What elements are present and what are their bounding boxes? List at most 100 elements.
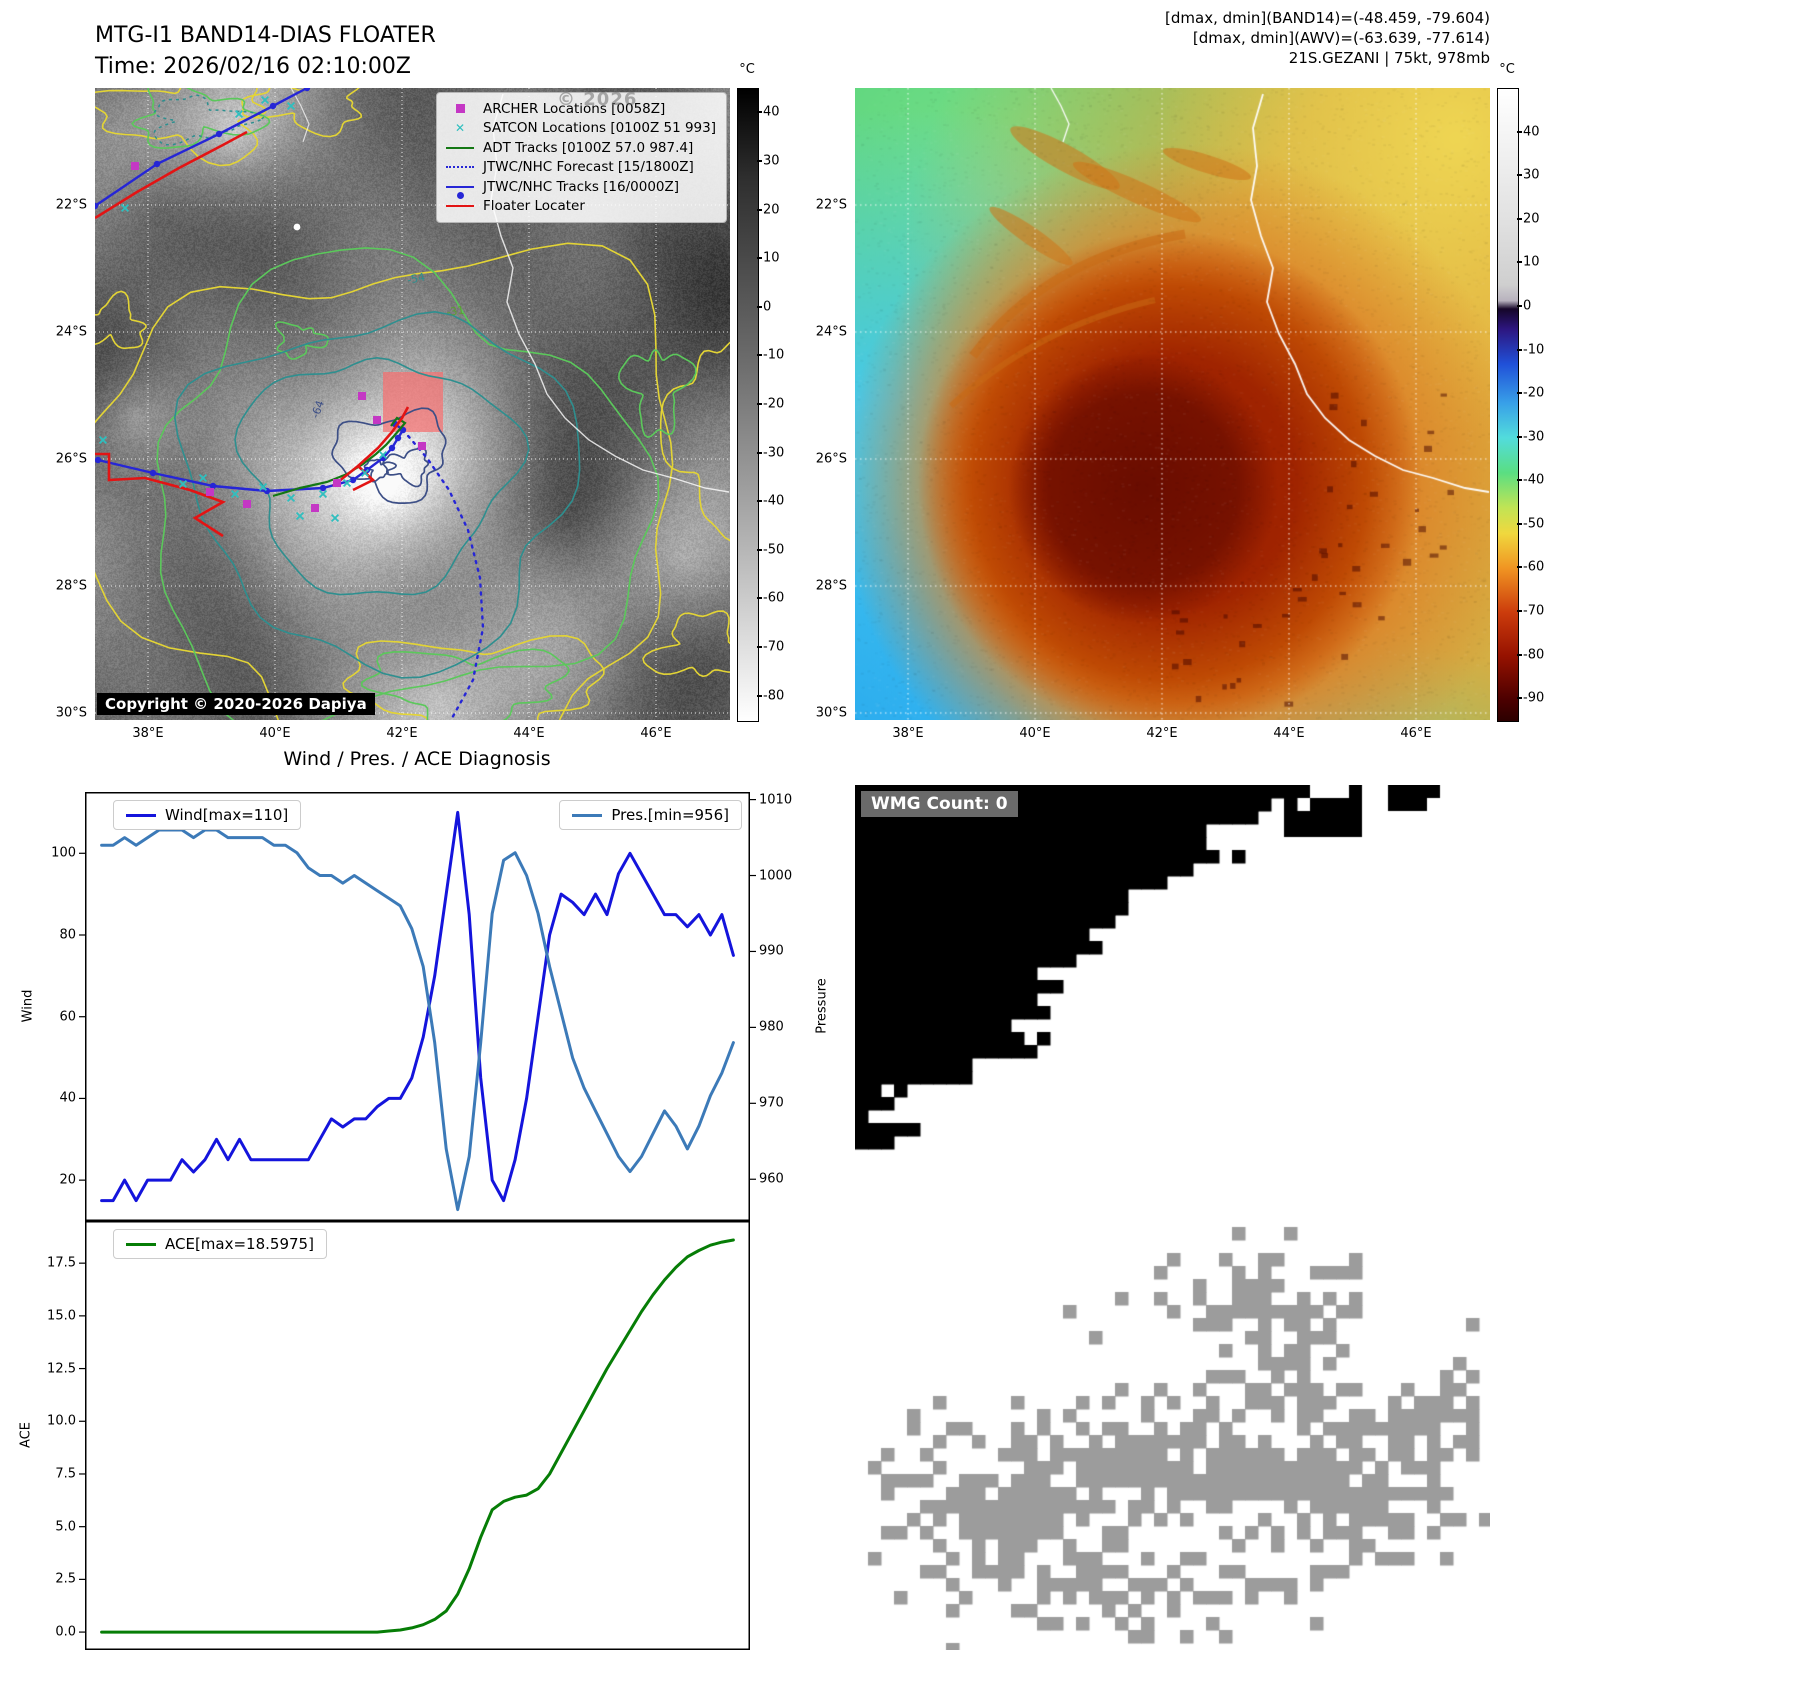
ace-legend: ACE[max=18.5975] xyxy=(113,1229,327,1259)
awv-colorbar-tick-label: -40 xyxy=(1523,472,1545,488)
y-tick-label: 100 xyxy=(51,845,76,861)
diagnosis-title: Wind / Pres. / ACE Diagnosis xyxy=(283,748,551,770)
awv-colorbar-tick-label: 40 xyxy=(1523,124,1540,140)
jtwc-track-point xyxy=(394,434,402,442)
band14-colorbar-tick-label: -70 xyxy=(763,639,785,655)
awv-colorbar-unit: °C xyxy=(1499,62,1515,77)
awv-colorbar-tick-label: 20 xyxy=(1523,211,1540,227)
jtwc-track-point xyxy=(95,456,102,464)
y-tick-label: 10.0 xyxy=(47,1413,76,1429)
satcon-location-marker xyxy=(378,450,388,460)
legend-item: JTWC/NHC Forecast [15/1800Z] xyxy=(443,158,716,178)
ace-line-icon xyxy=(126,1242,156,1246)
band14-title: MTG-I1 BAND14-DIAS FLOATER xyxy=(95,23,436,48)
lon-tick-label: 44°E xyxy=(1273,726,1305,741)
ir-contour xyxy=(131,88,271,149)
ir-contour-group xyxy=(131,88,697,720)
ir-contour xyxy=(659,341,730,542)
lon-tick-label: 46°E xyxy=(1400,726,1432,741)
satcon-location-marker xyxy=(318,489,328,499)
band14-colorbar-unit: °C xyxy=(739,62,755,77)
awv-colorbar-tick-label: 0 xyxy=(1523,298,1532,314)
map-legend: ARCHER Locations [0058Z] ✕ SATCON Location… xyxy=(436,92,727,223)
ir-contour xyxy=(95,290,147,350)
archer-location-marker xyxy=(206,488,214,496)
archer-location-marker xyxy=(418,442,426,450)
awv-colorbar-tick-label: -90 xyxy=(1523,690,1545,706)
copyright-banner: Copyright © 2020-2026 Dapiya xyxy=(97,693,375,715)
satcon-location-marker xyxy=(98,435,108,445)
lon-tick-label: 38°E xyxy=(132,726,164,741)
satcon-location-marker xyxy=(360,468,370,478)
legend-item: JTWC/NHC Tracks [16/0000Z] xyxy=(443,177,716,199)
lat-tick-label: 30°S xyxy=(55,705,87,721)
y-tick-label: 2.5 xyxy=(55,1571,76,1587)
series-line xyxy=(100,1238,735,1634)
jtwc-track-point xyxy=(349,476,357,484)
y-tick-label: 17.5 xyxy=(47,1255,76,1271)
lat-tick-label: 28°S xyxy=(55,578,87,594)
band14-colorbar-tick-label: 10 xyxy=(763,250,780,266)
y-tick-label: 40 xyxy=(59,1090,76,1106)
satcon-location-marker xyxy=(342,478,352,488)
contour-label: -64 xyxy=(309,399,327,420)
legend-item-label: ARCHER Locations [0058Z] xyxy=(483,100,666,117)
y-tick-label: 20 xyxy=(59,1172,76,1188)
wmg-count-label: WMG Count: 0 xyxy=(861,791,1018,817)
pressure-line-icon xyxy=(572,813,603,817)
wmg-count-image xyxy=(855,785,1490,1650)
awv-colorbar-tick-label: -80 xyxy=(1523,647,1545,663)
lon-tick-label: 46°E xyxy=(640,726,672,741)
track-marker-dot-icon xyxy=(456,191,464,199)
wind-axis-label: Wind xyxy=(20,989,36,1023)
y-tick-label: 960 xyxy=(759,1171,784,1187)
adt-track-line xyxy=(272,416,407,498)
band14-colorbar-tick-label: 40 xyxy=(763,104,780,120)
jtwc-track-point xyxy=(209,482,217,490)
awv-colorbar-tick-label: -20 xyxy=(1523,385,1545,401)
series-line xyxy=(100,828,735,1212)
legend-item-label: JTWC/NHC Tracks [16/0000Z] xyxy=(483,178,680,195)
awv-colorbar-tick-label: -30 xyxy=(1523,429,1545,445)
band14-title-block: MTG-I1 BAND14-DIAS FLOATER Time: 2026/02… xyxy=(95,20,436,82)
band14-colorbar xyxy=(737,88,759,722)
adt-track-line-icon xyxy=(443,147,477,149)
band14-colorbar-tick-label: -10 xyxy=(763,347,785,363)
jtwc-track-point xyxy=(269,102,277,110)
jtwc-track-point xyxy=(153,160,161,168)
band14-colorbar-tick-label: 30 xyxy=(763,153,780,169)
wind-legend: Wind[max=110] xyxy=(113,800,302,830)
lat-tick-label: 22°S xyxy=(55,197,87,213)
band14-colorbar-tick-label: -60 xyxy=(763,590,785,606)
contour-label: -31 xyxy=(446,304,466,319)
awv-map-panel xyxy=(855,88,1490,720)
y-tick-label: 1010 xyxy=(759,792,793,808)
legend-item-label: ADT Tracks [0100Z 57.0 987.4] xyxy=(483,139,694,156)
lon-tick-label: 40°E xyxy=(259,726,291,741)
ace-axis-label: ACE xyxy=(18,1422,34,1448)
y-tick-label: 15.0 xyxy=(47,1308,76,1324)
ir-contour-group xyxy=(95,88,730,720)
legend-item-label: JTWC/NHC Forecast [15/1800Z] xyxy=(483,159,694,176)
legend-item-label: Floater Locater xyxy=(483,198,585,215)
band14-time: Time: 2026/02/16 02:10:00Z xyxy=(95,54,411,79)
ir-contour xyxy=(173,310,581,679)
ir-contour xyxy=(95,242,674,720)
ir-contour xyxy=(360,648,570,720)
satcon-x-icon: ✕ xyxy=(454,121,466,136)
y-tick-label: 1000 xyxy=(759,868,793,884)
storm-id-intensity: 21S.GEZANI | 75kt, 978mb xyxy=(1288,49,1490,67)
lat-tick-label: 26°S xyxy=(55,451,87,467)
lon-tick-label: 40°E xyxy=(1019,726,1051,741)
lat-tick-label: 28°S xyxy=(815,578,847,594)
lat-tick-label: 24°S xyxy=(815,324,847,340)
jtwc-track-point xyxy=(149,469,157,477)
legend-item-label: SATCON Locations [0100Z 51 993] xyxy=(483,120,716,137)
jtwc-track-point xyxy=(319,484,327,492)
y-tick-label: 980 xyxy=(759,1019,784,1035)
satcon-location-marker xyxy=(198,473,208,483)
band14-map-overlay: -54 -31 -64 xyxy=(95,88,730,720)
band14-colorbar-tick-label: -30 xyxy=(763,445,785,461)
satcon-location-marker xyxy=(330,513,340,523)
